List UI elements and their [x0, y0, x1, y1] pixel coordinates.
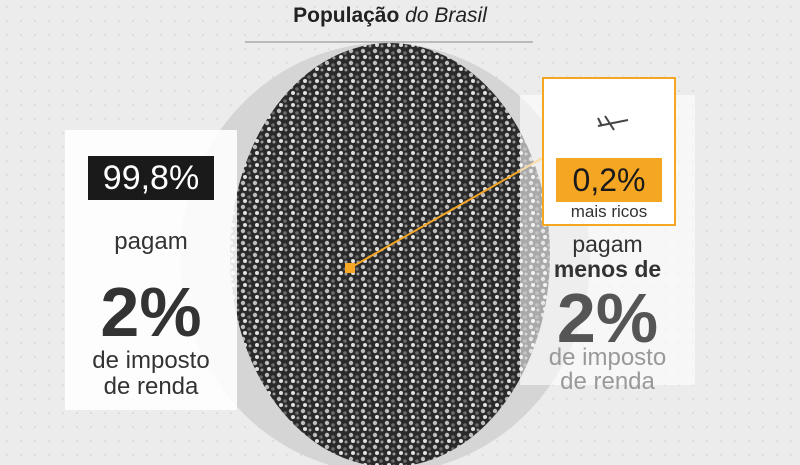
left-line1: de imposto: [92, 347, 210, 374]
right-rate: 2%: [556, 279, 659, 357]
pointer-dot: [345, 263, 355, 273]
right-verb: pagam: [572, 231, 643, 257]
right-line2: de renda: [560, 368, 655, 395]
title-bold: População: [293, 4, 400, 27]
title-italic: do Brasil: [405, 4, 487, 27]
left-caption: de imposto de renda: [65, 348, 237, 400]
crowd: [230, 43, 550, 465]
left-line2: de renda: [103, 373, 199, 400]
right-share: 0,2%: [556, 158, 662, 202]
title: População do Brasil: [200, 4, 580, 28]
right-group: mais ricos: [570, 202, 648, 221]
left-verb: pagam: [114, 228, 188, 255]
right-qualifier: menos de: [553, 256, 662, 282]
left-share: 99,8%: [88, 156, 214, 200]
left-rate: 2%: [100, 273, 202, 351]
right-line1: de imposto: [548, 344, 667, 371]
right-caption: de imposto de renda: [520, 346, 695, 394]
jet-icon: [597, 115, 629, 131]
right-phrase: pagam menos de: [520, 232, 695, 282]
